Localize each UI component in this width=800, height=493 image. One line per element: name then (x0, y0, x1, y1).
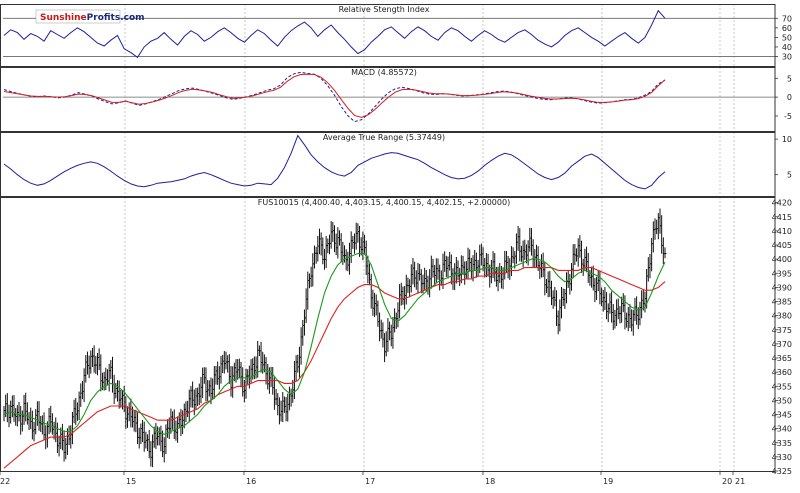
svg-text:SunshineProfits.com: SunshineProfits.com (40, 13, 145, 23)
xtick-label-18: 18 (485, 477, 495, 486)
ytick-label-0-30: 30 (782, 52, 792, 61)
moving-average-fast (3, 252, 666, 435)
sunshine-profits-logo: SunshineProfits.com (35, 9, 145, 24)
ytick-label-3-4420: 4420 (772, 199, 792, 208)
ytick-label-1-5: 5 (787, 74, 792, 83)
ytick-label-3-4325: 4325 (772, 467, 792, 476)
xtick-label-20: 20 (722, 477, 732, 486)
ytick-label-0-60: 60 (782, 24, 792, 33)
ytick-label-2-5: 5 (787, 171, 792, 180)
ytick-label-3-4355: 4355 (772, 382, 792, 391)
ytick-label-3-4390: 4390 (772, 283, 792, 292)
series-line-0-0 (3, 9, 666, 59)
xtick-label-17: 17 (365, 477, 375, 486)
xtick-label-19: 19 (603, 477, 613, 486)
ytick-label-1-0: 0 (787, 93, 792, 102)
series-line-1-1 (3, 73, 666, 118)
xtick-label-15: 15 (126, 477, 136, 486)
ytick-label-3-4330: 4330 (772, 453, 792, 462)
frame-layer (0, 4, 778, 475)
ytick-label-3-4375: 4375 (772, 326, 792, 335)
panel-title-2: Average True Range (5.37449) (323, 133, 445, 142)
series-layer (3, 9, 667, 469)
ytick-label-0-40: 40 (782, 43, 792, 52)
panel-title-0: Relative Stength Index (339, 5, 430, 14)
ytick-label-3-4335: 4335 (772, 439, 792, 448)
logo-box (35, 9, 121, 24)
logo-com: .com (120, 13, 144, 23)
ytick-label-3-4415: 4415 (772, 213, 792, 222)
panel-frame-0 (0, 4, 776, 67)
moving-average-slow (3, 267, 666, 469)
xtick-label-22: 22 (0, 477, 10, 486)
ytick-label-1--5: -5 (784, 112, 792, 121)
ytick-label-3-4385: 4385 (772, 298, 792, 307)
ytick-label-3-4345: 4345 (772, 411, 792, 420)
ytick-label-3-4395: 4395 (772, 269, 792, 278)
ytick-label-0-50: 50 (782, 33, 792, 42)
ytick-label-3-4360: 4360 (772, 368, 792, 377)
ytick-label-3-4380: 4380 (772, 312, 792, 321)
ytick-label-3-4340: 4340 (772, 425, 792, 434)
panel-frame-3 (0, 197, 776, 472)
ytick-label-3-4370: 4370 (772, 340, 792, 349)
xtick-label-21: 21 (735, 477, 745, 486)
panel-frame-2 (0, 132, 776, 197)
panel-title-3: FUS10015 (4,400.40, 4,403.15, 4,400.15, … (258, 198, 510, 207)
ytick-label-3-4400: 4400 (772, 255, 792, 264)
logo-sunshine: Sunshine (40, 13, 87, 23)
ytick-label-3-4350: 4350 (772, 396, 792, 405)
ytick-label-2-10: 10 (782, 135, 792, 144)
ytick-label-3-4365: 4365 (772, 354, 792, 363)
ytick-label-3-4405: 4405 (772, 241, 792, 250)
logo-profits: Profits (87, 13, 121, 23)
panel-frame-1 (0, 67, 776, 132)
xtick-label-16: 16 (246, 477, 256, 486)
series-line-2-0 (3, 134, 666, 190)
panel-title-1: MACD (4.85572) (351, 68, 417, 77)
ytick-label-3-4410: 4410 (772, 227, 792, 236)
ytick-label-0-70: 70 (782, 14, 792, 23)
